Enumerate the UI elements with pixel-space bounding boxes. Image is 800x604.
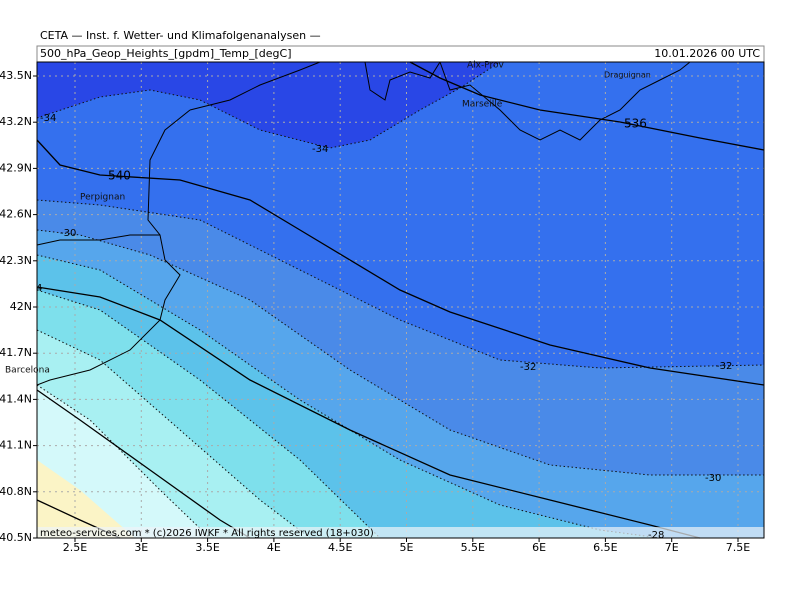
lon-label: 5E bbox=[400, 541, 414, 554]
lat-label: 43.2N bbox=[0, 115, 32, 128]
lat-label: 42N bbox=[10, 300, 32, 313]
contour-label: 536 bbox=[624, 117, 647, 131]
contour-label: -34 bbox=[40, 113, 56, 124]
lat-label: 40.5N bbox=[0, 531, 32, 544]
contour-label: -28 bbox=[648, 530, 664, 541]
subtitle: 500_hPa_Geop_Heights_[gpdm]_Temp_[degC] bbox=[40, 47, 292, 60]
lat-label: 40.8N bbox=[0, 485, 32, 498]
lon-label: 7E bbox=[665, 541, 679, 554]
lon-label: 4E bbox=[267, 541, 281, 554]
lon-label: 7.5E bbox=[726, 541, 750, 554]
lat-label: 41.4N bbox=[0, 392, 32, 405]
map-frame bbox=[36, 61, 765, 539]
temp-band bbox=[37, 460, 135, 538]
valid-time: 10.01.2026 00 UTC bbox=[654, 47, 760, 60]
coastline bbox=[189, 61, 321, 111]
isotherm bbox=[36, 229, 764, 476]
contour-label: 4 bbox=[36, 283, 42, 294]
lat-label: 41.1N bbox=[0, 439, 32, 452]
isotherm bbox=[36, 254, 661, 539]
isotherm bbox=[36, 329, 311, 539]
axes: 43.5N 43.2N 42.9N 42.6N 42.3N 42N 41.7N 41.4N 41… bbox=[0, 69, 750, 554]
contour-label: -30 bbox=[705, 473, 721, 484]
coastline bbox=[364, 61, 441, 101]
grid bbox=[37, 62, 764, 539]
height-contour bbox=[36, 286, 701, 539]
lat-label: 42.6N bbox=[0, 208, 32, 221]
height-contour bbox=[36, 139, 765, 386]
place-label: Barcelona bbox=[5, 366, 50, 376]
lon-label: 2.5E bbox=[63, 541, 87, 554]
lon-label: 5.5E bbox=[461, 541, 485, 554]
lon-label: 3E bbox=[134, 541, 148, 554]
height-contour bbox=[409, 61, 765, 151]
temp-band bbox=[37, 62, 500, 148]
height-contour bbox=[36, 389, 251, 539]
contour-label: -32 bbox=[520, 362, 536, 373]
footer-strip bbox=[37, 527, 764, 538]
lon-label: 3.5E bbox=[195, 541, 219, 554]
map-area: Perpignan Marseille Barcelona Draguignan… bbox=[5, 61, 765, 541]
place-label: Aix-Prov bbox=[467, 61, 505, 71]
lat-label: 43.5N bbox=[0, 69, 32, 82]
isotherm bbox=[36, 199, 765, 369]
isotherm bbox=[36, 61, 501, 149]
header-title: CETA — Inst. f. Wetter- und Klimafolgena… bbox=[40, 29, 321, 42]
lat-label: 42.9N bbox=[0, 161, 32, 174]
lat-label: 42.3N bbox=[0, 254, 32, 267]
lon-label: 6.5E bbox=[593, 541, 617, 554]
border bbox=[36, 234, 160, 246]
coastline bbox=[36, 109, 191, 386]
place-label: Marseille bbox=[462, 100, 503, 110]
contour-label: -34 bbox=[312, 144, 328, 155]
isotherm bbox=[36, 289, 381, 539]
lon-label: 4.5E bbox=[328, 541, 352, 554]
place-label: Perpignan bbox=[80, 193, 125, 203]
isotherm bbox=[36, 384, 211, 539]
lat-label: 41.7N bbox=[0, 346, 32, 359]
footer: meteo-services.com * (c)2026 IWKF * All … bbox=[40, 528, 374, 539]
lon-label: 6E bbox=[532, 541, 546, 554]
contour-label: -30 bbox=[60, 228, 76, 239]
coastline bbox=[439, 61, 691, 141]
contour-label: -32 bbox=[716, 361, 732, 372]
contour-label: 540 bbox=[108, 169, 131, 183]
place-label: Draguignan bbox=[604, 71, 651, 80]
